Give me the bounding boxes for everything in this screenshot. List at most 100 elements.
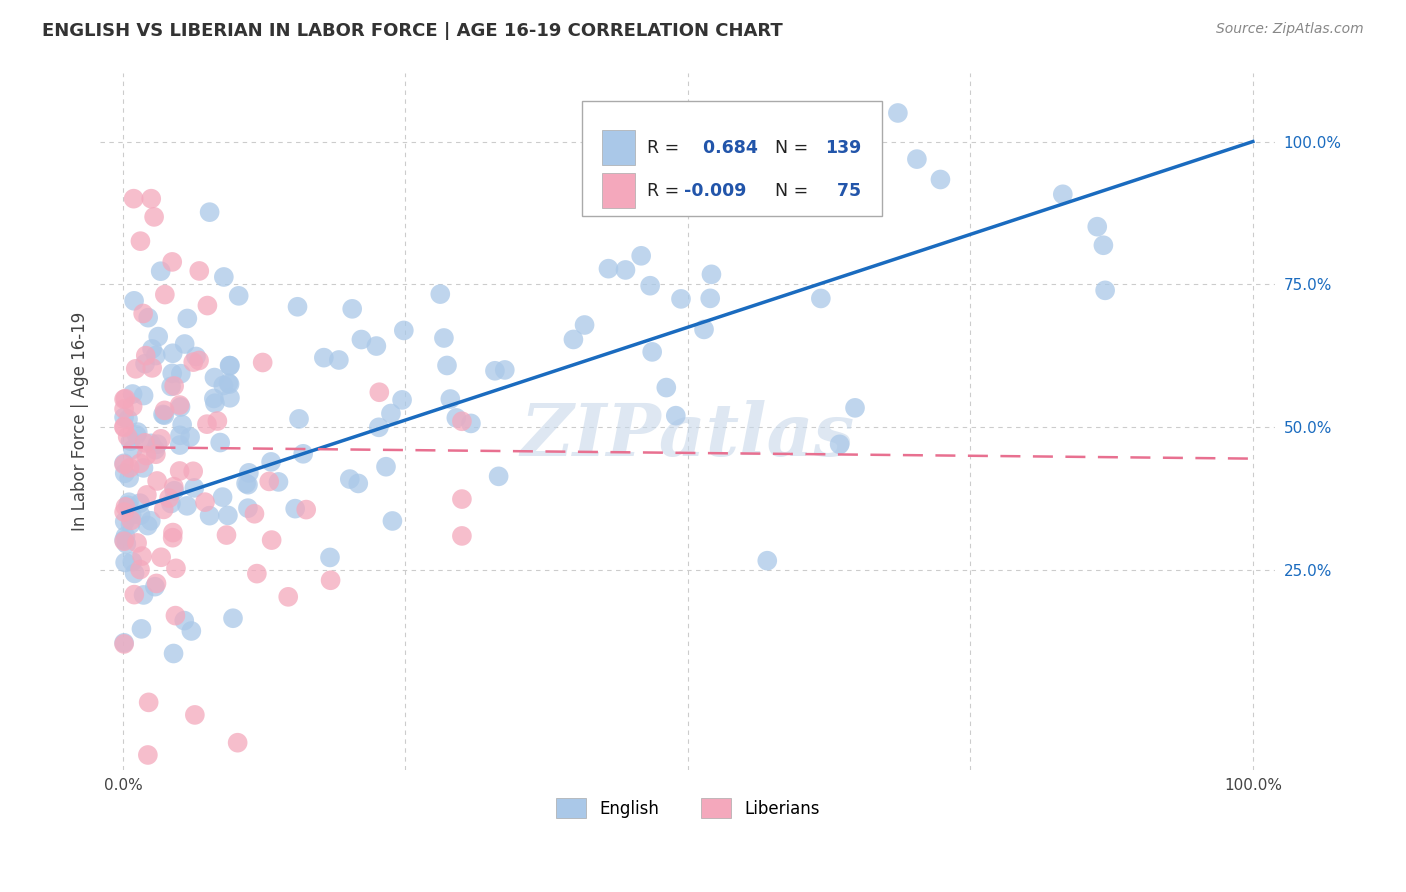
Point: [172, 417, 194, 432]
Point: [112, 456, 135, 470]
Point: [207, 414, 229, 428]
Point: [129, 496, 152, 510]
Point: [112, 636, 135, 650]
Point: [204, 370, 226, 384]
Point: [638, 278, 661, 293]
Point: [114, 556, 136, 570]
Point: [235, 476, 257, 491]
Point: [446, 410, 468, 425]
Point: [375, 459, 398, 474]
Point: [243, 507, 266, 521]
Point: [429, 287, 451, 301]
Point: [340, 301, 363, 316]
Point: [287, 300, 309, 314]
Point: [152, 502, 174, 516]
Point: [169, 428, 191, 442]
Point: [135, 449, 157, 463]
Point: [197, 299, 219, 313]
Point: [112, 505, 135, 519]
Point: [149, 264, 172, 278]
Point: [129, 234, 152, 248]
Point: [228, 289, 250, 303]
Point: [121, 387, 143, 401]
Point: [127, 425, 149, 439]
Point: [669, 292, 692, 306]
Point: [132, 588, 155, 602]
Point: [184, 350, 207, 364]
Point: [132, 461, 155, 475]
Point: [260, 533, 283, 547]
Point: [162, 346, 184, 360]
Text: 0.684: 0.684: [692, 138, 758, 157]
Point: [665, 409, 688, 423]
Point: [131, 549, 153, 563]
Point: [129, 508, 152, 523]
Point: [267, 475, 290, 489]
Point: [135, 488, 157, 502]
Point: [1085, 219, 1108, 234]
Point: [121, 400, 143, 414]
Point: [112, 534, 135, 549]
Text: Source: ZipAtlas.com: Source: ZipAtlas.com: [1216, 22, 1364, 37]
Text: 139: 139: [825, 138, 862, 157]
Point: [810, 292, 832, 306]
Point: [391, 392, 413, 407]
Point: [484, 364, 506, 378]
Point: [169, 464, 191, 478]
Point: [131, 622, 153, 636]
Point: [204, 396, 226, 410]
Point: [236, 477, 259, 491]
Point: [212, 269, 235, 284]
Point: [347, 476, 370, 491]
Point: [112, 401, 135, 416]
Point: [366, 339, 388, 353]
Point: [887, 106, 910, 120]
Point: [112, 419, 135, 434]
Point: [217, 508, 239, 523]
Point: [574, 318, 596, 332]
Point: [148, 329, 170, 343]
Point: [121, 508, 143, 522]
Point: [844, 401, 866, 415]
Point: [145, 576, 167, 591]
Point: [288, 412, 311, 426]
Point: [118, 495, 141, 509]
Point: [1094, 284, 1116, 298]
Point: [163, 480, 186, 494]
Point: [141, 360, 163, 375]
Point: [118, 471, 141, 485]
Point: [181, 464, 204, 478]
Point: [117, 430, 139, 444]
Point: [124, 566, 146, 581]
Y-axis label: In Labor Force | Age 16-19: In Labor Force | Age 16-19: [72, 312, 89, 531]
Point: [145, 349, 167, 363]
Point: [169, 400, 191, 414]
Point: [112, 637, 135, 651]
Text: N =: N =: [765, 138, 814, 157]
Point: [195, 417, 218, 432]
Point: [125, 428, 148, 442]
Point: [260, 455, 283, 469]
Point: [153, 408, 176, 422]
Point: [439, 392, 461, 406]
Point: [163, 483, 186, 498]
Point: [112, 533, 135, 548]
Point: [162, 647, 184, 661]
Point: [165, 561, 187, 575]
Point: [160, 255, 183, 269]
Point: [451, 791, 474, 805]
Point: [143, 442, 166, 457]
Point: [132, 388, 155, 402]
Point: [173, 614, 195, 628]
Point: [141, 192, 163, 206]
Point: [198, 508, 221, 523]
Point: [169, 398, 191, 412]
Point: [117, 412, 139, 426]
Point: [328, 353, 350, 368]
Point: [160, 379, 183, 393]
Point: [112, 458, 135, 472]
Point: [451, 492, 474, 507]
Point: [139, 514, 162, 528]
Point: [641, 344, 664, 359]
FancyBboxPatch shape: [602, 130, 636, 165]
